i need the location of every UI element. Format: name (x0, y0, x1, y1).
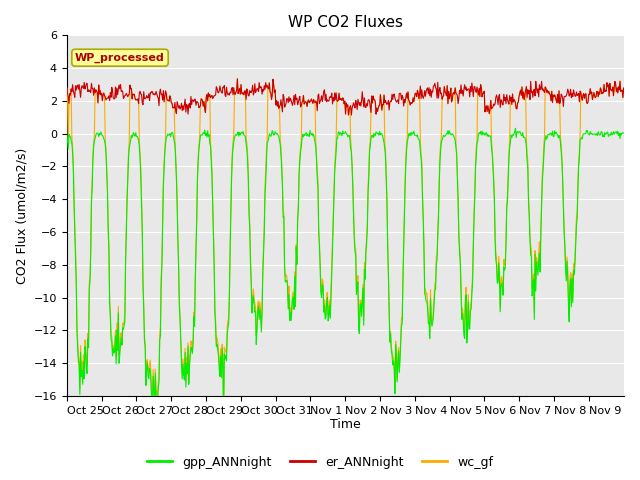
Y-axis label: CO2 Flux (umol/m2/s): CO2 Flux (umol/m2/s) (15, 147, 28, 284)
Legend: gpp_ANNnight, er_ANNnight, wc_gf: gpp_ANNnight, er_ANNnight, wc_gf (142, 451, 498, 474)
X-axis label: Time: Time (330, 419, 360, 432)
Text: WP_processed: WP_processed (75, 53, 165, 63)
Title: WP CO2 Fluxes: WP CO2 Fluxes (288, 15, 403, 30)
